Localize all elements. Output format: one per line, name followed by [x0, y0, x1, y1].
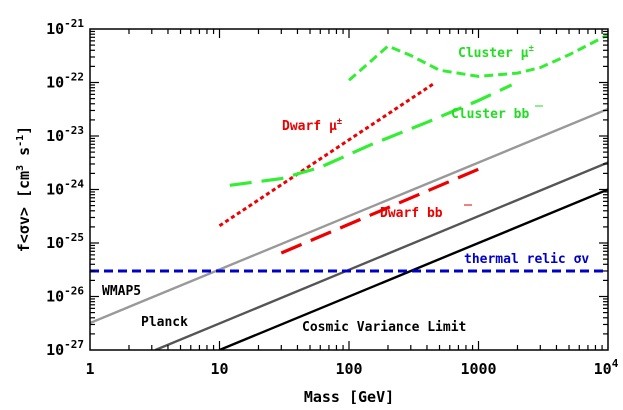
- cluster-bb-label: Cluster bb: [451, 107, 529, 122]
- cluster-mu-label: Cluster μ±: [458, 44, 534, 61]
- x-tick-label: 1: [85, 360, 94, 378]
- y-tick-label: 10-22: [46, 71, 84, 92]
- x-axis-title: Mass [GeV]: [304, 388, 394, 406]
- thermal-relic-label: thermal relic σv: [464, 252, 589, 267]
- plot-frame: [89, 28, 609, 351]
- x-tick-label: 100: [335, 360, 362, 378]
- y-tick-label: 10-27: [46, 338, 84, 359]
- dwarf-bb-label: Dwarf bb: [380, 206, 443, 221]
- x-tick-label: 1000: [460, 360, 496, 378]
- series-line-planck: [154, 161, 608, 350]
- y-tick-label: 10-24: [46, 178, 84, 199]
- wmap5-label: WMAP5: [102, 284, 141, 299]
- series-line-wmap5: [90, 107, 608, 325]
- label-layer: 1 10 100 1000 104 10-27 10-26 10-25 10-24 10-23 10…: [46, 17, 619, 378]
- series-line-cluster: [348, 33, 608, 82]
- y-axis-title: f<σv> [cm3 s-1]: [15, 126, 33, 252]
- y-tick-label: 10-26: [46, 285, 84, 306]
- series-line-dwarf-bb: [280, 167, 480, 255]
- y-tick-label: 10-21: [46, 17, 84, 38]
- planck-label: Planck: [141, 315, 188, 330]
- series-layer: [90, 33, 608, 350]
- dwarf-mu-label: Dwarf μ±: [282, 117, 343, 134]
- x-tick-label: 104: [594, 357, 619, 378]
- y-tick-label: 10-25: [46, 231, 84, 252]
- x-tick-label: 10: [210, 360, 228, 378]
- series-line-cluster-bb: [229, 83, 513, 187]
- cosmic-variance-label: Cosmic Variance Limit: [302, 320, 466, 335]
- y-tick-label: 10-23: [46, 124, 84, 145]
- series-line-dwarf: [218, 82, 435, 228]
- tick-layer: [90, 29, 608, 350]
